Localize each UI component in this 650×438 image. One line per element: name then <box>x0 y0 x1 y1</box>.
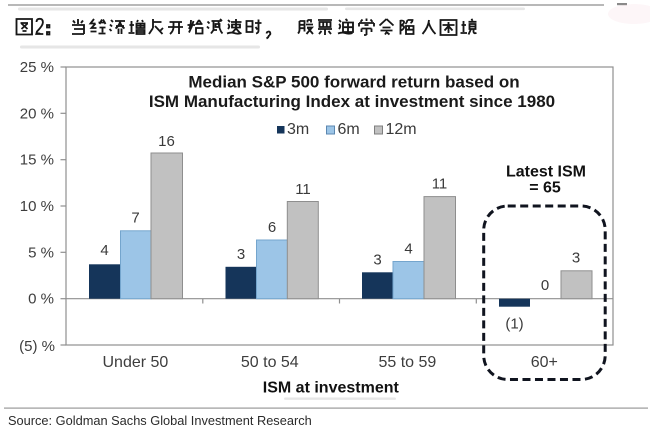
svg-text:12m: 12m <box>386 121 417 138</box>
svg-text:Latest ISM: Latest ISM <box>506 164 586 181</box>
svg-text:16: 16 <box>158 133 175 150</box>
svg-text:6: 6 <box>268 219 276 236</box>
svg-text:0 %: 0 % <box>28 291 54 308</box>
svg-text:Source: Goldman Sachs Global I: Source: Goldman Sachs Global Investment … <box>8 413 312 428</box>
svg-text:Under 50: Under 50 <box>102 354 168 371</box>
svg-text:6m: 6m <box>338 121 360 138</box>
svg-text:ISM at investment: ISM at investment <box>263 380 400 397</box>
svg-text:11: 11 <box>295 181 311 198</box>
svg-text:4: 4 <box>404 241 412 258</box>
svg-text:Median S&P 500 forward return: Median S&P 500 forward return based on <box>188 73 519 92</box>
svg-text:(5) %: (5) % <box>19 338 55 355</box>
svg-text:20 %: 20 % <box>20 105 54 122</box>
svg-text:ISM Manufacturing Index at inv: ISM Manufacturing Index at investment si… <box>149 92 555 111</box>
svg-text:50 to 54: 50 to 54 <box>241 354 299 371</box>
svg-text:3: 3 <box>572 250 580 267</box>
svg-text:(1): (1) <box>505 316 523 333</box>
svg-text:0: 0 <box>541 277 549 294</box>
svg-text:25 %: 25 % <box>20 59 54 76</box>
svg-text:3m: 3m <box>287 121 309 138</box>
svg-text:55 to 59: 55 to 59 <box>378 354 436 371</box>
svg-text:3: 3 <box>373 252 381 269</box>
svg-text:10 %: 10 % <box>20 198 54 215</box>
svg-text:3: 3 <box>237 246 245 263</box>
svg-text:11: 11 <box>432 176 448 193</box>
svg-text:7: 7 <box>131 210 139 227</box>
svg-text:4: 4 <box>100 242 108 259</box>
svg-text:5 %: 5 % <box>28 244 54 261</box>
svg-text:60+: 60+ <box>531 354 558 371</box>
svg-text:15 %: 15 % <box>20 152 54 169</box>
svg-text:= 65: = 65 <box>529 180 561 197</box>
